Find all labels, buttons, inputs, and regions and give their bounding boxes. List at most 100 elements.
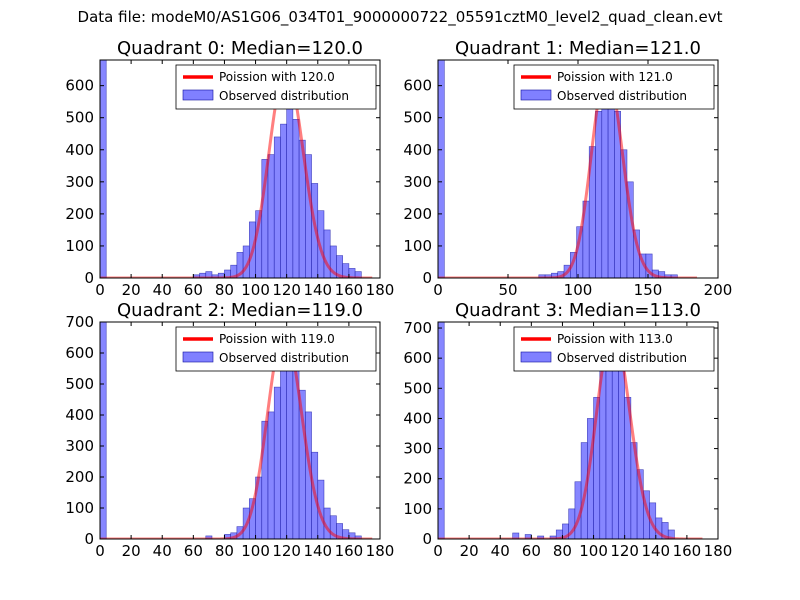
legend-bar-label: Observed distribution	[219, 89, 349, 103]
x-tick-label: 60	[184, 281, 203, 299]
histogram-bar	[100, 60, 107, 278]
x-tick-label: 150	[634, 281, 663, 299]
x-tick-label: 180	[704, 542, 733, 560]
x-tick-label: 140	[641, 542, 670, 560]
x-tick-label: 160	[335, 542, 364, 560]
histogram-bar	[292, 119, 300, 278]
legend: Poission with 121.0 Observed distribution	[513, 64, 715, 110]
plot-frame	[437, 321, 719, 540]
y-tick-label: 500	[403, 109, 432, 127]
y-tick-label: 0	[84, 530, 94, 548]
histogram-bar	[273, 386, 281, 539]
y-tick-label: 300	[65, 173, 94, 191]
panel-title: Quadrant 1: Median=121.0	[455, 38, 701, 59]
plot-frame	[99, 321, 381, 540]
x-tick-label: 60	[184, 542, 203, 560]
x-tick-label: 0	[95, 281, 105, 299]
y-tick-label: 500	[65, 375, 94, 393]
legend-bar-swatch	[520, 351, 552, 363]
y-tick-label: 400	[403, 141, 432, 159]
legend-bar-swatch	[520, 89, 552, 101]
x-tick-label: 20	[122, 281, 141, 299]
x-tick-label: 80	[215, 281, 234, 299]
histogram-bar	[512, 532, 520, 539]
y-tick-label: 200	[65, 468, 94, 486]
poisson-curve	[100, 68, 373, 278]
y-tick-label: 300	[403, 440, 432, 458]
histogram-bar	[267, 411, 275, 539]
histogram-bar	[273, 136, 281, 278]
quadrant-1-panel: Quadrant 1: Median=121.0 0 50 100 150 200 0 100…	[403, 38, 732, 299]
y-tick-label: 600	[65, 344, 94, 362]
poisson-curve	[438, 69, 698, 278]
legend-line-label: Poission with 120.0	[219, 70, 335, 84]
figure-title: Data file: modeM0/AS1G06_034T01_90000007…	[77, 8, 723, 26]
legend-bar-label: Observed distribution	[557, 351, 687, 365]
quadrant-2-panel: Quadrant 2: Median=119.00 20 40 60 80 100 120 1…	[65, 300, 394, 560]
y-tick-label: 500	[65, 109, 94, 127]
histogram-bar	[280, 123, 287, 278]
y-tick-label: 100	[403, 500, 432, 518]
legend: Poission with 120.0 Observed distribution	[175, 64, 377, 110]
legend-bar-label: Observed distribution	[557, 89, 687, 103]
y-tick-label: 200	[403, 470, 432, 488]
y-tick-label: 600	[403, 349, 432, 367]
y-tick-label: 500	[403, 379, 432, 397]
x-tick-label: 20	[460, 542, 479, 560]
x-tick-label: 50	[498, 281, 517, 299]
y-tick-label: 600	[403, 77, 432, 95]
y-tick-label: 700	[403, 319, 432, 337]
x-tick-label: 60	[522, 542, 541, 560]
y-tick-label: 300	[403, 173, 432, 191]
quadrant-3-panel: Quadrant 3: Median=113.00 20 40 60 80 100 120 1…	[403, 300, 732, 560]
y-tick-label: 700	[65, 313, 94, 331]
poisson-curve	[100, 329, 373, 539]
histogram-bar	[438, 322, 445, 539]
x-tick-label: 20	[122, 542, 141, 560]
x-tick-label: 80	[553, 542, 572, 560]
x-tick-label: 100	[579, 542, 608, 560]
legend-box	[513, 326, 715, 372]
y-tick-label: 100	[403, 237, 432, 255]
legend-line-label: Poission with 121.0	[557, 70, 673, 84]
histogram-bar	[618, 360, 625, 539]
x-tick-label: 120	[272, 281, 301, 299]
x-tick-label: 160	[673, 542, 702, 560]
y-tick-label: 400	[403, 409, 432, 427]
quadrant-0-panel: Quadrant 0: Median=120.00 20 40 60 80 100 120 1…	[65, 38, 394, 299]
legend-box	[513, 64, 715, 110]
x-tick-label: 140	[303, 542, 332, 560]
y-tick-label: 100	[65, 237, 94, 255]
y-tick-label: 200	[65, 205, 94, 223]
legend-line-label: Poission with 113.0	[557, 332, 673, 346]
histogram-bar	[607, 88, 615, 278]
histogram-bar	[267, 154, 275, 278]
x-tick-label: 40	[491, 542, 510, 560]
y-tick-label: 300	[65, 437, 94, 455]
panel-title: Quadrant 2: Median=119.0	[117, 300, 363, 321]
x-tick-label: 100	[564, 281, 593, 299]
x-tick-label: 180	[366, 281, 395, 299]
x-tick-label: 0	[433, 542, 443, 560]
x-tick-label: 180	[366, 542, 395, 560]
y-tick-label: 400	[65, 406, 94, 424]
legend-bar-swatch	[182, 89, 214, 101]
x-tick-label: 120	[610, 542, 639, 560]
legend-box	[175, 64, 377, 110]
legend: Poission with 119.0 Observed distribution	[175, 326, 377, 372]
panel-title: Quadrant 0: Median=120.0	[117, 38, 363, 59]
plot-frame	[99, 59, 381, 279]
x-tick-label: 160	[335, 281, 364, 299]
y-tick-label: 200	[403, 205, 432, 223]
y-tick-label: 0	[84, 269, 94, 287]
y-tick-label: 100	[65, 499, 94, 517]
histogram-bar	[595, 110, 603, 278]
y-tick-label: 0	[422, 530, 432, 548]
x-tick-label: 120	[272, 542, 301, 560]
x-tick-label: 0	[433, 281, 443, 299]
poisson-curve	[438, 328, 703, 539]
histogram-bar	[205, 535, 213, 539]
x-tick-label: 100	[241, 281, 270, 299]
